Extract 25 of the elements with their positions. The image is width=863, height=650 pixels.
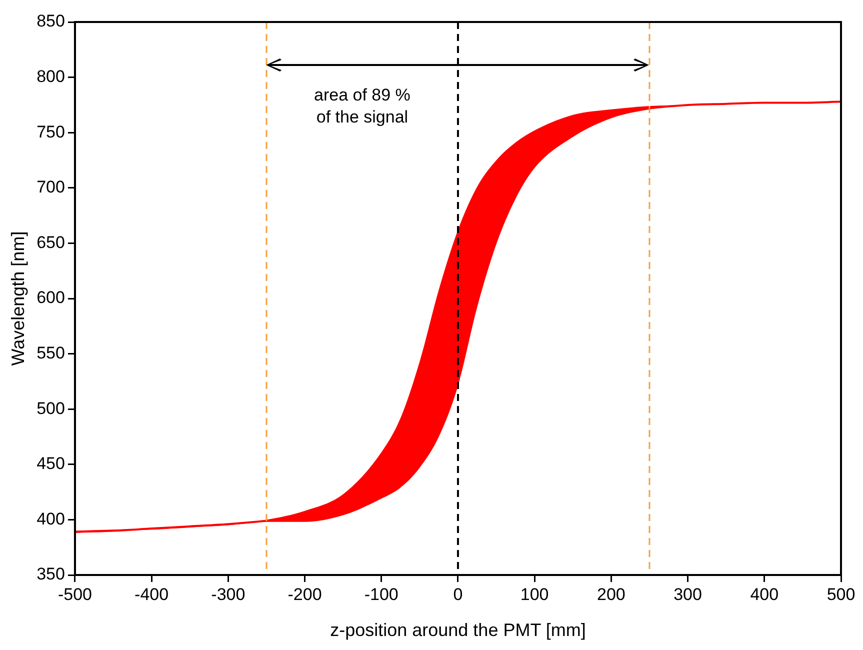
x-tick-label: -300 <box>211 584 246 604</box>
y-tick-label: 450 <box>36 454 65 474</box>
y-tick-label: 700 <box>36 178 65 197</box>
y-tick-label: 350 <box>36 564 65 584</box>
x-tick-label: 400 <box>750 584 779 604</box>
y-tick-label: 550 <box>36 343 65 362</box>
y-tick-label: 800 <box>36 66 65 86</box>
y-tick-label: 600 <box>36 288 65 308</box>
x-tick-label: -100 <box>364 584 398 604</box>
y-tick-label: 500 <box>36 398 65 418</box>
annotation: area of 89 % of the signal <box>314 86 410 127</box>
x-tick-label: -200 <box>288 584 322 604</box>
y-tick-label: 650 <box>36 232 65 252</box>
x-tick-label: 100 <box>520 584 549 604</box>
y-tick-label: 850 <box>36 12 65 31</box>
y-tick-label: 750 <box>36 122 65 142</box>
x-tick-label: 500 <box>826 584 856 604</box>
y-tick-label: 400 <box>36 509 65 528</box>
x-tick-label: 0 <box>453 584 463 604</box>
x-axis-title: z-position around the PMT [mm] <box>330 620 586 640</box>
y-axis-title: Wavelength [nm] <box>8 231 28 366</box>
x-tick-label: -500 <box>58 584 92 604</box>
x-tick-label: 300 <box>674 584 702 604</box>
x-tick-label: -400 <box>134 584 169 604</box>
x-tick-label: 200 <box>597 584 626 604</box>
